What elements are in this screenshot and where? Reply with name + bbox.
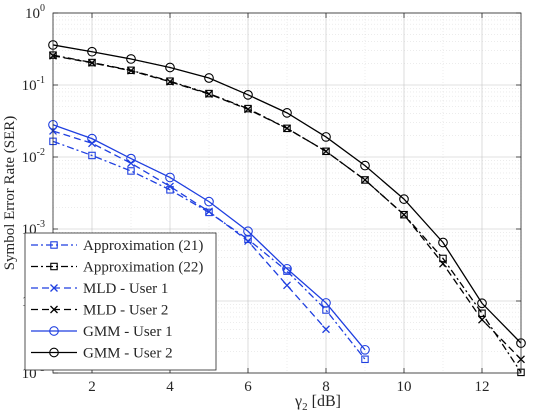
- legend-marker: [49, 326, 59, 336]
- data-point: [477, 298, 487, 309]
- legend-marker: [50, 262, 58, 271]
- y-tick-label-exponent: -1: [37, 75, 45, 86]
- data-point: [438, 237, 448, 248]
- data-point: [361, 355, 369, 364]
- x-tick-label: 2: [88, 379, 96, 395]
- series-line: [52, 124, 366, 351]
- data-point: [400, 210, 408, 219]
- legend-label: GMM - User 1: [83, 324, 173, 340]
- data-point: [127, 66, 135, 75]
- data-point: [322, 147, 330, 156]
- data-point: [361, 176, 369, 184]
- x-tick-label: 4: [166, 379, 174, 395]
- series-gmm-user-2: [48, 40, 526, 348]
- y-tick-label: 100: [25, 3, 45, 22]
- data-point: [166, 182, 174, 191]
- legend-label: GMM - User 2: [83, 346, 173, 362]
- data-point: [439, 259, 447, 268]
- series-group: [48, 40, 526, 377]
- data-point: [88, 58, 96, 67]
- legend-marker: [49, 347, 59, 358]
- legend-marker: [50, 284, 58, 292]
- legend: Approximation (21) Approximation (22) MLD …: [24, 232, 217, 371]
- y-tick-label-base: 10: [25, 6, 40, 22]
- legend-entry: MLD - User 2: [31, 303, 168, 319]
- x-tick-label: 8: [322, 379, 330, 395]
- data-point: [166, 77, 174, 86]
- data-point: [399, 194, 409, 204]
- data-point: [205, 207, 213, 216]
- data-point: [244, 105, 252, 114]
- data-point: [322, 147, 330, 156]
- y-tick-label-base: 10: [22, 150, 37, 166]
- data-point: [243, 226, 253, 237]
- x-axis-label: γ2 [dB]: [294, 393, 341, 413]
- legend-entry: Approximation (22): [31, 260, 203, 276]
- data-point: [283, 124, 291, 133]
- x-tick-label: 12: [475, 379, 490, 395]
- data-point: [205, 90, 213, 98]
- data-point: [165, 172, 175, 183]
- data-point: [87, 46, 97, 57]
- legend-entry: GMM - User 2: [31, 346, 173, 362]
- data-point: [204, 196, 214, 207]
- data-point: [244, 237, 252, 246]
- legend-marker: [50, 305, 58, 314]
- axes-box: [52, 12, 522, 374]
- x-axis-label-unit: [dB]: [308, 393, 341, 410]
- x-axis-label-symbol: γ: [294, 393, 302, 410]
- x-tick-label: 6: [244, 379, 252, 395]
- legend-label: Approximation (21): [83, 238, 203, 254]
- y-tick-label-base: 10: [22, 78, 37, 94]
- data-point: [87, 133, 97, 144]
- data-point: [204, 73, 214, 83]
- series-mld-user-2: [49, 51, 525, 364]
- data-point: [360, 160, 370, 171]
- legend-label: MLD - User 2: [83, 303, 168, 319]
- data-point: [321, 132, 331, 142]
- legend-entry: GMM - User 1: [31, 324, 173, 340]
- data-point: [322, 325, 330, 334]
- data-point: [283, 124, 291, 133]
- data-point: [478, 309, 486, 318]
- data-point: [321, 298, 331, 308]
- data-point: [127, 167, 135, 175]
- data-point: [282, 263, 292, 274]
- data-point: [165, 62, 175, 73]
- data-point: [126, 54, 136, 64]
- data-point: [360, 344, 370, 355]
- data-point: [282, 108, 292, 118]
- data-point: [478, 315, 486, 324]
- data-point: [127, 66, 135, 75]
- series-line: [52, 130, 327, 330]
- series-line: [52, 44, 522, 344]
- data-point: [243, 89, 253, 100]
- data-point: [205, 208, 213, 217]
- data-point: [439, 254, 447, 263]
- data-point: [400, 210, 408, 219]
- data-point: [88, 151, 96, 160]
- data-point: [126, 153, 136, 164]
- x-tick-label: 10: [397, 379, 412, 395]
- legend-marker: [50, 241, 58, 249]
- legend-entry: Approximation (21): [31, 238, 203, 254]
- y-tick-label: 10-2: [22, 147, 45, 166]
- y-tick-label-exponent: -2: [37, 147, 45, 158]
- y-tick-label-exponent: 0: [40, 3, 45, 14]
- y-axis-label: Symbol Error Rate (SER): [2, 116, 18, 271]
- data-point: [283, 281, 291, 290]
- legend-box: [24, 232, 217, 371]
- legend-label: MLD - User 1: [83, 281, 168, 297]
- data-point: [361, 175, 369, 184]
- legend-entry: MLD - User 1: [31, 281, 168, 297]
- x-axis-label-subscript: 2: [302, 401, 308, 413]
- legend-label: Approximation (22): [83, 260, 203, 276]
- y-tick-label: 10-1: [22, 75, 45, 94]
- y-tick-label-exponent: -3: [37, 219, 45, 230]
